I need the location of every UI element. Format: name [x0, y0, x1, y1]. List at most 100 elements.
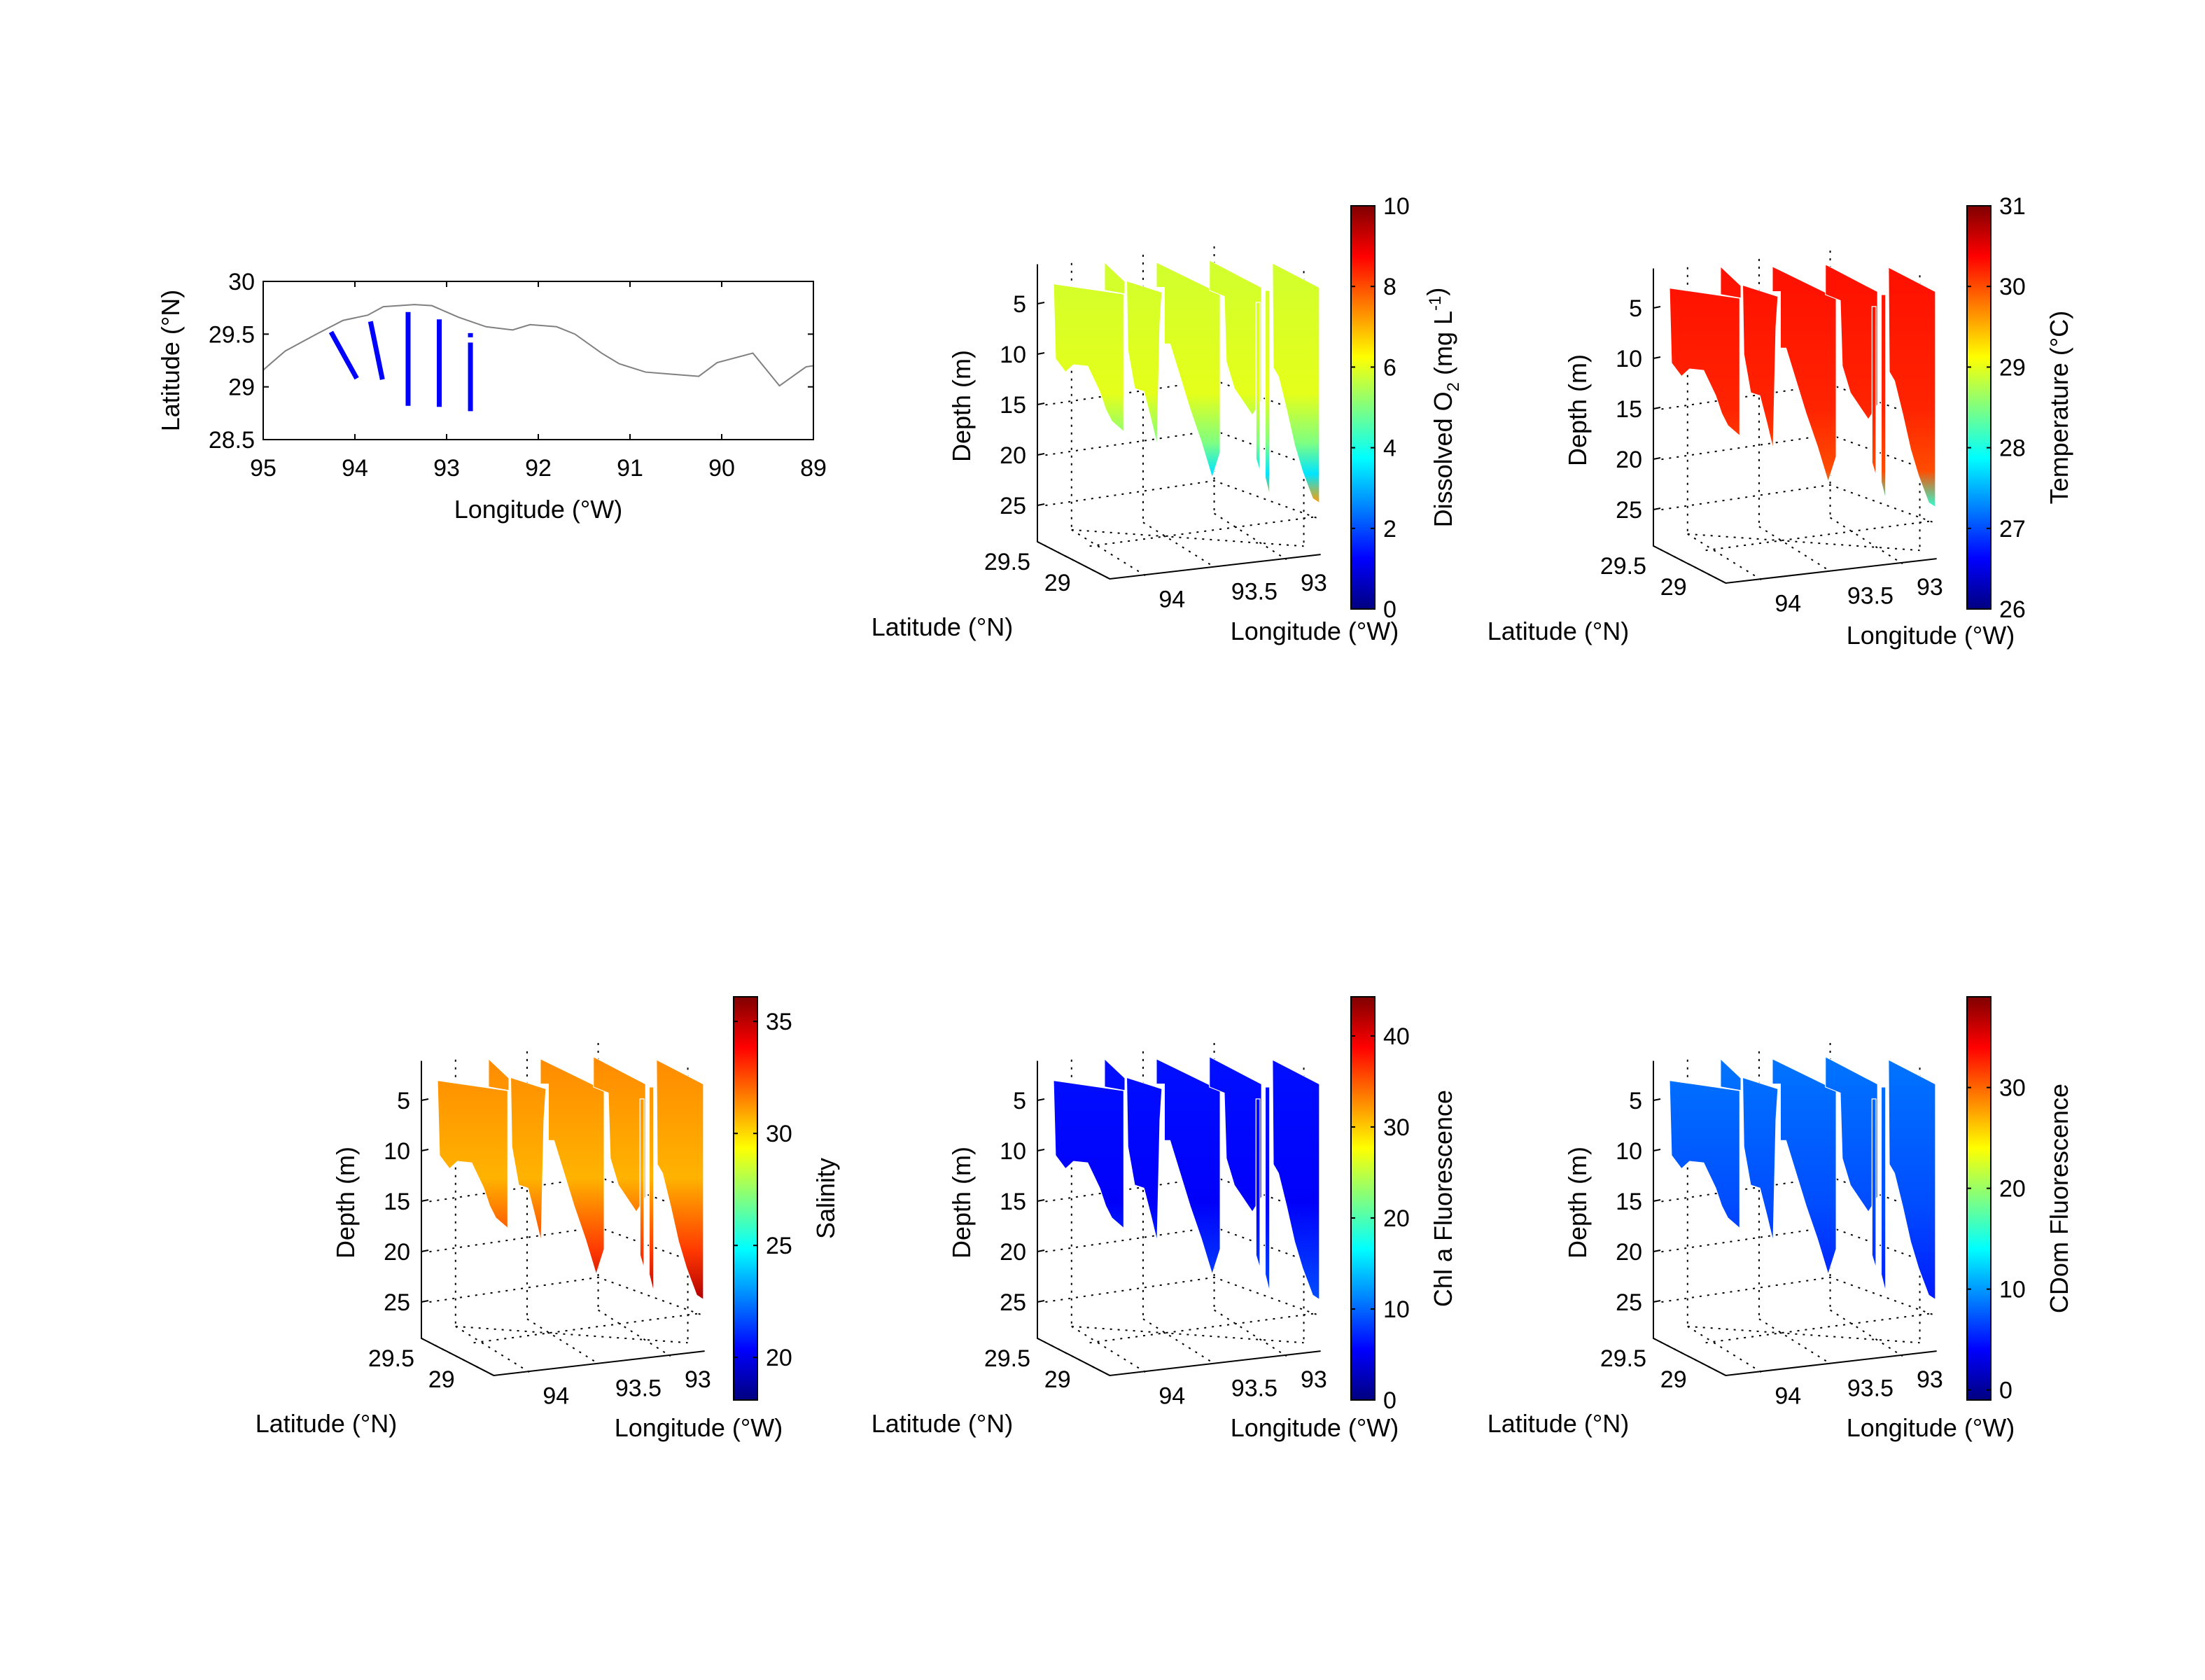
transect-map: 95 94 93 92 91 90 89 28.5 29 29.5 30 Longitude (°W)…: [156, 269, 827, 524]
transect-curtain: [1104, 261, 1126, 295]
depth-tick-mark: [1653, 306, 1661, 309]
depth-tick-mark: [1653, 1199, 1661, 1202]
x-tick-label: 89: [800, 455, 827, 482]
depth-tick-mark: [1037, 352, 1045, 355]
transect-curtain: [1880, 1086, 1886, 1293]
longitude-tick-label: 94: [1774, 1382, 1801, 1409]
latitude-tick-label: 29: [1660, 574, 1687, 601]
grid-line: [1687, 533, 1763, 581]
depth-tick-label: 5: [1629, 1088, 1642, 1114]
longitude-tick-label: 93: [1301, 1366, 1327, 1393]
colorbar-tick-label: 6: [1383, 354, 1396, 381]
grid-line: [1758, 1318, 1831, 1364]
latitude-tick-label: 29.5: [1600, 1345, 1646, 1372]
grid-line: [1071, 528, 1147, 577]
colorbar-label: Temperature (°C): [2045, 311, 2073, 504]
transect-curtain: [1825, 263, 1878, 421]
transect-curtain: [1126, 1077, 1163, 1242]
panel-salinity: 5 10 15 20 25 29.5 29 94 93.5 93 Latitude (°N) Long…: [255, 996, 840, 1442]
longitude-tick-label: 93.5: [1847, 583, 1893, 610]
depth-tick-label: 15: [1000, 392, 1026, 419]
transect-curtain: [488, 1058, 510, 1091]
depth-tick-mark: [1653, 1300, 1661, 1303]
latitude-tick-label: 29.5: [984, 1345, 1030, 1372]
depth-tick-mark: [421, 1098, 429, 1101]
colorbar-label: Salinity: [811, 1158, 840, 1239]
latitude-axis-label: Latitude (°N): [872, 612, 1013, 641]
longitude-tick-label: 93: [1917, 574, 1943, 601]
transect-curtain: [510, 1077, 547, 1242]
transect-curtain: [437, 1079, 509, 1229]
depth-tick-mark: [1653, 1250, 1661, 1252]
grid-line: [1214, 1309, 1287, 1357]
depth-tick-mark: [1653, 356, 1661, 359]
colorbar-label: Dissolved O2 (mg L-1): [1422, 288, 1463, 528]
transect-line: [328, 330, 359, 380]
grid-line: [1045, 429, 1317, 469]
colorbar-tick-label: 20: [1383, 1205, 1410, 1232]
panel-chl: 5 10 15 20 25 29.5 29 94 93.5 93 Latitude (°N) Long…: [872, 996, 1457, 1442]
transect-curtain: [1888, 1058, 1936, 1301]
grid-line: [1687, 533, 1920, 552]
depth-tick-label: 15: [1000, 1189, 1026, 1215]
colorbar-tick-label: 40: [1383, 1023, 1410, 1050]
depth-tick-label: 10: [1000, 342, 1026, 368]
colorbar-label-part: Dissolved O: [1429, 391, 1457, 527]
grid-line: [455, 1325, 531, 1373]
depth-tick-label: 20: [1616, 1239, 1642, 1266]
colorbar-tick-label: 28: [1999, 435, 2026, 462]
transect-curtain: [1669, 1079, 1741, 1229]
map-plot-area: [263, 304, 813, 412]
depth-tick-mark: [1037, 1149, 1045, 1152]
depth-tick-label: 25: [1616, 1289, 1642, 1316]
colorbar-tick-label: 30: [1999, 274, 2026, 300]
grid-line: [1705, 519, 1935, 552]
grid-line: [1045, 1226, 1317, 1266]
depth-tick-label: 20: [384, 1239, 410, 1266]
colorbar-tick-label: 20: [766, 1345, 792, 1371]
colorbar-tick-label: 2: [1383, 516, 1396, 542]
transect-curtain: [1264, 1086, 1270, 1293]
depth-tick-label: 10: [1616, 1138, 1642, 1165]
depth-tick-label: 25: [1000, 493, 1026, 519]
grid-line: [1071, 1325, 1304, 1344]
longitude-tick-label: 93.5: [1231, 1376, 1278, 1402]
transect-curtain: [648, 1086, 654, 1293]
depth-tick-label: 5: [1629, 295, 1642, 322]
colorbar-tick-label: 20: [1999, 1176, 2026, 1203]
grid-line: [1661, 433, 1933, 473]
depth-tick-label: 20: [1000, 1239, 1026, 1266]
x-tick-label: 93: [433, 455, 460, 482]
depth-axis-label: Depth (m): [947, 1147, 976, 1259]
transect-curtain: [1255, 1098, 1261, 1269]
colorbar-label: Chl a Fluorescence: [1429, 1090, 1457, 1307]
latitude-tick-label: 29: [428, 1366, 455, 1393]
colorbar-label-part: ): [1422, 288, 1450, 296]
latitude-axis-label: Latitude (°N): [1488, 617, 1629, 645]
depth-tick-mark: [1037, 302, 1045, 304]
colorbar-tick-label: 35: [766, 1009, 792, 1035]
grid-line: [1661, 384, 1933, 423]
transect-curtain: [1720, 265, 1742, 299]
grid-line: [429, 1226, 701, 1266]
colorbar-tick-label: 29: [1999, 354, 2026, 381]
y-tick-label: 29.5: [209, 321, 255, 348]
x-tick-label: 92: [525, 455, 552, 482]
depth-tick-mark: [421, 1199, 429, 1202]
latitude-tick-label: 29: [1044, 570, 1071, 596]
x-tick-label: 94: [342, 455, 368, 482]
grid-line: [1661, 1176, 1933, 1215]
transect-curtain: [1772, 265, 1837, 484]
transect-curtain: [1053, 283, 1125, 433]
latitude-tick-label: 29.5: [368, 1345, 414, 1372]
grid-line: [455, 1325, 688, 1344]
grid-line: [1071, 528, 1304, 547]
transect-curtain: [1669, 287, 1741, 437]
longitude-tick-label: 93.5: [615, 1376, 662, 1402]
grid-line: [1045, 379, 1317, 419]
depth-tick-mark: [1037, 1300, 1045, 1303]
axes-lines: [1037, 264, 1321, 580]
longitude-axis-label: Longitude (°W): [1231, 617, 1399, 645]
colorbar: [1966, 996, 1991, 1401]
